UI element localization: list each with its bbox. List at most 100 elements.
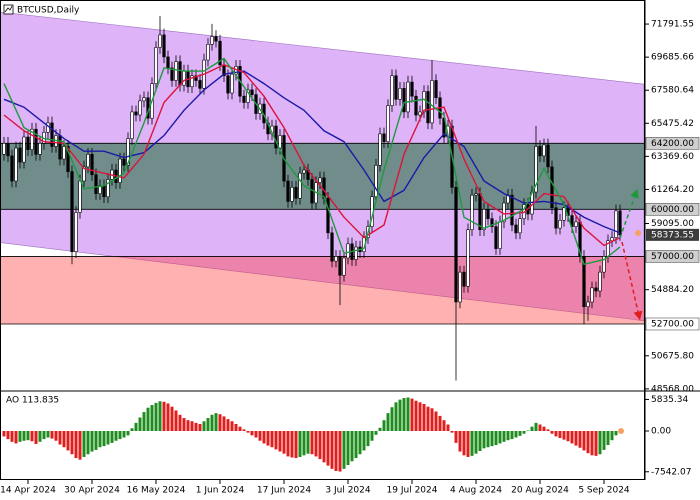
axes: 71791.55 69685.66 67580.64 65475.42 63369.60… [0,20,700,496]
candle-body [122,158,126,166]
candle-body [26,136,30,150]
candle-body [594,287,598,292]
ao-bar [510,431,514,440]
candle-body [322,177,326,199]
candle-body [590,287,594,303]
ao-bar [482,431,486,449]
ao-plot [2,397,622,472]
ao-bar [454,431,458,443]
candle-body [354,246,358,260]
ao-bar [366,431,370,447]
ao-bar [334,431,338,471]
candle-body [478,193,482,231]
ao-bar [586,431,590,454]
candle-body [38,143,42,155]
candle-body [602,256,606,273]
candle-body [402,88,406,113]
ao-bar [614,431,618,436]
candle-body [66,146,70,172]
ao-bar [362,431,366,451]
level-label-box [645,203,700,216]
x-tick-label: 16 May 2024 [127,486,186,496]
candle-body [538,146,542,157]
candle-body [70,171,74,253]
ao-bar [138,417,142,431]
y-tick-label: 50675.80 [651,351,694,361]
ao-bar [550,431,554,434]
x-tick-label: 5 Sep 2024 [578,486,630,496]
candle-body [454,187,458,303]
candle-body [490,218,494,227]
candle-body [338,256,342,276]
ao-bar [574,431,578,446]
candle-body [14,147,18,182]
candle-body [74,212,78,253]
ao-bar [330,431,334,469]
y-tick-label: 71791.55 [651,20,694,30]
x-tick-label: 1 Jun 2024 [196,486,245,496]
candle-body [278,135,282,149]
ao-y-tick-label: 5835.34 [651,395,688,405]
y-tick-label: 63369.60 [651,152,694,162]
ao-bar [534,422,538,431]
candle-body [226,75,230,94]
ao-bar [374,431,378,435]
ao-bar [402,398,406,431]
candle-body [466,229,470,287]
candle-body [462,271,466,287]
ao-bar [526,430,530,431]
ao-bar [186,420,190,431]
x-tick-label: 4 Aug 2024 [450,486,502,496]
ao-bar [294,431,298,459]
ao-bar [90,431,94,452]
candle-body [190,75,194,88]
ao-bar [82,431,86,457]
ao-bar [26,431,30,441]
ao-bar [162,401,166,431]
ao-bar [166,403,170,431]
ao-bar [238,426,242,431]
ao-bar [22,431,26,441]
candle-body [194,75,198,81]
ao-bar [474,431,478,454]
ao-bar [218,414,222,431]
ao-bar [122,431,126,438]
ao-bar [438,415,442,431]
level-label: 60000.00 [651,205,694,215]
ao-bar [422,403,426,431]
ao-last-dot [618,428,624,434]
zone [0,256,645,324]
candle-body [586,301,590,308]
candle-body [130,111,134,139]
ao-bar [342,431,346,469]
candle-body [614,210,618,238]
candle-body [598,271,602,292]
candle-body [30,128,34,150]
candle-body [318,177,322,183]
ao-bar [198,423,202,431]
candle-body [250,89,254,95]
ao-bar [326,431,330,466]
ao-bar [266,431,270,446]
ao-bar [70,431,74,455]
ao-bar [30,431,34,442]
ao-bar [150,405,154,431]
price-plot [0,11,645,381]
candle-body [214,36,218,42]
candle-body [174,61,178,81]
candle-body [378,133,382,166]
ao-bar [118,431,122,440]
ao-bar [58,431,62,445]
ao-bar [34,431,38,444]
candle-body [166,56,170,69]
ao-bar [458,431,462,452]
x-tick-label: 3 Jul 2024 [325,486,370,496]
ao-bar [562,431,566,440]
candle-body [398,88,402,100]
candle-body [430,80,434,124]
candle-body [334,256,338,262]
candle-body [18,147,22,163]
candle-body [298,172,302,199]
ao-bar [46,431,50,438]
ao-bar [582,431,586,451]
